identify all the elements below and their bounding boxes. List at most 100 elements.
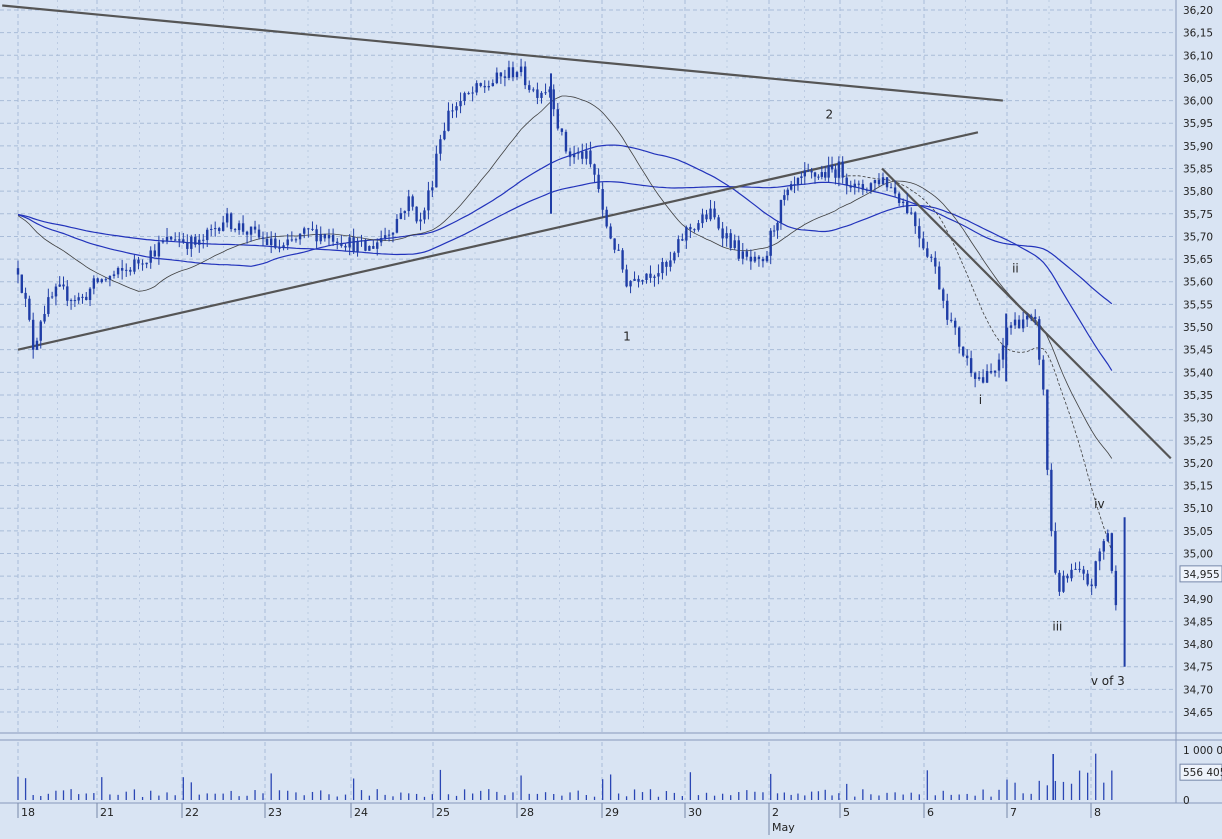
price-bar (965, 355, 969, 359)
price-bar (495, 72, 499, 84)
y-tick-label: 35,45 (1183, 345, 1213, 357)
price-bar (66, 286, 69, 301)
price-bar (31, 319, 35, 350)
price-bar (104, 279, 108, 281)
price-bar (475, 83, 478, 93)
price-bar (820, 172, 824, 177)
price-bar (830, 165, 834, 170)
price-bar (918, 226, 921, 239)
x-tick-label: 28 (520, 806, 534, 819)
price-bar (161, 241, 165, 243)
price-bar (849, 185, 852, 188)
y-tick-label: 35,00 (1183, 548, 1213, 560)
price-bar (137, 259, 140, 264)
price-bar (307, 228, 310, 230)
price-bar (1102, 541, 1105, 552)
price-bar (503, 76, 507, 78)
price-bar (629, 280, 632, 287)
price-bar (383, 235, 387, 239)
price-bars (16, 58, 1126, 667)
price-bar (1038, 319, 1041, 360)
price-bar (77, 297, 80, 301)
y-tick-label: 34,90 (1183, 594, 1213, 606)
price-bar (709, 208, 712, 220)
price-bar (725, 233, 728, 239)
price-bar (120, 268, 124, 271)
price-bar (753, 256, 757, 262)
price-bar (1025, 315, 1029, 320)
price-bar (269, 238, 273, 246)
price-bar (447, 110, 450, 131)
price-bar (757, 256, 761, 259)
price-bar (1082, 569, 1085, 574)
price-bar (294, 239, 298, 241)
price-bar (1017, 319, 1021, 329)
x-tick-label: 2 (772, 806, 779, 819)
price-bar (182, 239, 185, 243)
price-bar (282, 245, 285, 249)
price-bar (1094, 561, 1097, 587)
x-tick-label: 7 (1010, 806, 1017, 819)
price-bar (633, 278, 636, 281)
price-bar (519, 66, 523, 73)
price-bar (35, 340, 39, 350)
price-bar (455, 106, 458, 111)
price-bar (376, 242, 379, 249)
price-bar (303, 228, 306, 234)
price-bar (407, 196, 410, 212)
price-bar (108, 275, 112, 280)
price-bar (459, 100, 462, 107)
y-tick-label: 36,05 (1183, 73, 1213, 85)
price-bar (1098, 551, 1101, 562)
price-bar (973, 373, 977, 379)
price-bar (685, 227, 688, 241)
x-tick-label: 25 (436, 806, 450, 819)
y-tick-label: 35,05 (1183, 526, 1213, 538)
price-bar (214, 228, 217, 230)
y-tick-label: 35,75 (1183, 209, 1213, 221)
price-bar (577, 151, 580, 154)
price-bar (673, 252, 676, 261)
price-bar (689, 227, 692, 230)
price-bar (157, 242, 161, 257)
price-bar (1070, 569, 1073, 579)
y-tick-label: 35,90 (1183, 141, 1213, 153)
price-bar (637, 278, 640, 282)
x-tick-label: 6 (927, 806, 934, 819)
price-bar (922, 238, 925, 249)
x-month-label: May (772, 821, 795, 834)
price-bar (391, 232, 395, 235)
price-bar (24, 292, 27, 299)
price-bar (145, 262, 148, 265)
price-bar (765, 255, 769, 262)
price-bar (572, 153, 576, 158)
price-bar (165, 236, 169, 242)
price-bar (217, 228, 221, 231)
price-bar (278, 247, 281, 249)
price-bar (73, 300, 77, 302)
price-bar (779, 199, 783, 223)
price-bar (800, 176, 803, 178)
y-tick-label: 35,50 (1183, 322, 1213, 334)
price-bar (153, 250, 156, 257)
price-bar (1013, 319, 1017, 326)
price-bar (733, 240, 736, 248)
price-bar (112, 274, 116, 276)
price-bar (645, 273, 648, 281)
price-bar (451, 110, 454, 112)
price-bar (729, 233, 732, 248)
price-bar (717, 217, 720, 229)
price-bar (443, 130, 446, 140)
price-bar (20, 274, 23, 293)
price-bar (387, 234, 391, 236)
y-tick-label: 34,65 (1183, 707, 1213, 719)
price-bar (58, 284, 61, 287)
price-bar (605, 209, 608, 227)
price-bar (467, 93, 470, 95)
price-bar (368, 246, 371, 251)
price-bar (1001, 345, 1005, 360)
price-bar (893, 187, 897, 194)
price-bar (360, 240, 363, 242)
price-bar (229, 213, 233, 230)
